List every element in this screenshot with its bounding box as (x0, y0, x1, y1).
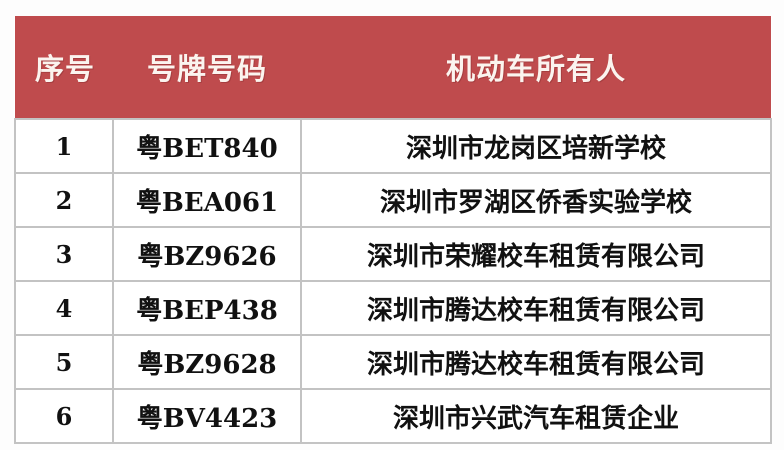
cell-sequence: 2 (14, 172, 114, 228)
cell-plate-number: 粤BZ9626 (112, 226, 302, 282)
cell-sequence: 4 (14, 280, 114, 336)
cell-sequence: 3 (14, 226, 114, 282)
cell-vehicle-owner: 深圳市龙岗区培新学校 (300, 118, 772, 174)
column-header-sequence: 序号 (15, 16, 113, 119)
table-header: 序号 号牌号码 机动车所有人 (15, 16, 771, 119)
cell-plate-number: 粤BV4423 (112, 388, 302, 444)
table-row: 2 粤BEA061 深圳市罗湖区侨香实验学校 (14, 172, 772, 228)
cell-sequence: 1 (14, 118, 114, 174)
table-body: 1 粤BET840 深圳市龙岗区培新学校 2 粤BEA061 深圳市罗湖区侨香实… (14, 118, 772, 444)
cell-plate-number: 粤BEA061 (112, 172, 302, 228)
cell-vehicle-owner: 深圳市腾达校车租赁有限公司 (300, 280, 772, 336)
table-row: 1 粤BET840 深圳市龙岗区培新学校 (14, 118, 772, 174)
table-row: 6 粤BV4423 深圳市兴武汽车租赁企业 (14, 388, 772, 444)
cell-sequence: 5 (14, 334, 114, 390)
cell-plate-number: 粤BEP438 (112, 280, 302, 336)
cell-plate-number: 粤BET840 (112, 118, 302, 174)
vehicle-owner-table-container: 序号 号牌号码 机动车所有人 1 粤BET840 深圳市龙岗区培新学校 2 粤B… (14, 16, 772, 444)
cell-vehicle-owner: 深圳市荣耀校车租赁有限公司 (300, 226, 772, 282)
vehicle-owner-table: 序号 号牌号码 机动车所有人 1 粤BET840 深圳市龙岗区培新学校 2 粤B… (14, 16, 772, 444)
cell-vehicle-owner: 深圳市罗湖区侨香实验学校 (300, 172, 772, 228)
table-row: 5 粤BZ9628 深圳市腾达校车租赁有限公司 (14, 334, 772, 390)
table-row: 4 粤BEP438 深圳市腾达校车租赁有限公司 (14, 280, 772, 336)
table-header-row: 序号 号牌号码 机动车所有人 (15, 16, 771, 119)
column-header-vehicle-owner: 机动车所有人 (301, 16, 771, 119)
cell-plate-number: 粤BZ9628 (112, 334, 302, 390)
cell-vehicle-owner: 深圳市兴武汽车租赁企业 (300, 388, 772, 444)
table-row: 3 粤BZ9626 深圳市荣耀校车租赁有限公司 (14, 226, 772, 282)
cell-sequence: 6 (14, 388, 114, 444)
column-header-plate-number: 号牌号码 (113, 16, 301, 119)
cell-vehicle-owner: 深圳市腾达校车租赁有限公司 (300, 334, 772, 390)
